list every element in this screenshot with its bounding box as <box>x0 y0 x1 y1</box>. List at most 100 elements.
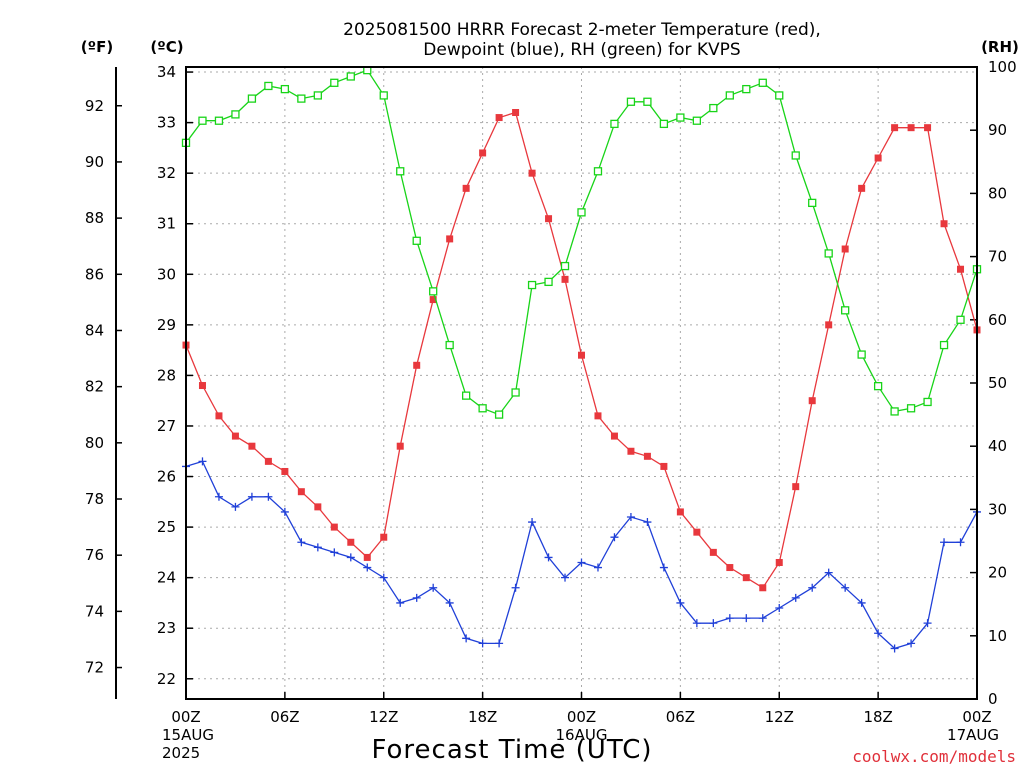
temperature-point <box>347 538 355 546</box>
rh-point <box>511 388 520 397</box>
dewpoint-point <box>791 593 800 602</box>
rh-point <box>247 94 257 103</box>
dewpoint-point <box>758 614 767 623</box>
temperature-point <box>726 564 734 572</box>
dewpoint-point <box>264 492 273 501</box>
dewpoint-point <box>528 518 537 527</box>
dewpoint-point <box>593 563 602 572</box>
rh-tick-label: 90 <box>988 121 1007 139</box>
rh-tick-label: 50 <box>988 374 1007 392</box>
x-tick-label: 06Z <box>666 708 695 726</box>
rh-point <box>676 113 685 122</box>
x-axis-label: Forecast Time (UTC) <box>371 735 652 765</box>
temperature-point <box>396 442 404 450</box>
temperature-point <box>808 397 816 405</box>
fahrenheit-tick-label: 82 <box>85 378 104 396</box>
x-tick-label: 2025 <box>162 744 200 762</box>
chart-title-line-1: 2025081500 HRRR Forecast 2-meter Tempera… <box>343 20 821 40</box>
dewpoint-point <box>841 583 850 592</box>
rh-point <box>379 91 388 100</box>
fahrenheit-tick-label: 76 <box>85 546 104 564</box>
rh-point <box>461 391 471 400</box>
temperature-point <box>825 321 833 329</box>
x-tick-label: 18Z <box>863 708 892 726</box>
chart-title-line-2: Dewpoint (blue), RH (green) for KVPS <box>423 40 740 60</box>
temperature-point <box>231 432 239 440</box>
dewpoint-point <box>923 619 932 628</box>
rh-point <box>923 397 932 407</box>
temperature-point <box>627 447 635 455</box>
fahrenheit-tick-label: 78 <box>85 490 104 508</box>
temperature-point <box>759 584 767 592</box>
dewpoint-point <box>280 507 289 516</box>
temperature-point <box>924 124 932 132</box>
rh-point <box>346 72 355 81</box>
temperature-point <box>841 245 849 253</box>
x-tick-label: 12Z <box>765 708 794 726</box>
dewpoint-point <box>247 492 256 501</box>
dewpoint-point <box>495 639 504 648</box>
x-tick-label: 18Z <box>468 708 497 726</box>
rh-axis: 0 10 20 30 40 50 60 70 80 90 100 <box>970 58 1017 708</box>
dewpoint-point <box>725 614 734 623</box>
rh-point <box>692 116 702 125</box>
temperature-point <box>495 114 503 122</box>
fahrenheit-tick-label: 90 <box>85 153 104 171</box>
rh-point <box>742 84 751 94</box>
dewpoint-point <box>429 583 438 592</box>
rh-point <box>857 350 866 359</box>
dewpoint-point <box>198 457 207 466</box>
temperature-point <box>643 452 651 460</box>
rh-point <box>231 110 240 119</box>
rh-point <box>841 306 850 315</box>
fahrenheit-tick-label: 86 <box>85 265 104 283</box>
dewpoint-point <box>874 629 883 638</box>
x-tick-label: 16AUG <box>556 726 608 744</box>
dewpoint-point <box>808 583 817 592</box>
celsius-tick-label: 24 <box>157 569 176 587</box>
celsius-tick-label: 30 <box>157 265 176 283</box>
temperature-point <box>429 296 437 304</box>
dewpoint-point <box>363 563 372 572</box>
rh-point <box>297 94 306 103</box>
dewpoint-point <box>412 593 421 602</box>
celsius-tick-label: 31 <box>157 215 176 233</box>
temperature-point <box>215 412 223 420</box>
temperature-point <box>446 235 454 243</box>
dewpoint-point <box>544 553 553 562</box>
dewpoint-point <box>907 639 916 648</box>
fahrenheit-axis: 72 74 76 78 80 82 84 86 88 90 92 <box>85 67 122 699</box>
fahrenheit-tick-label: 74 <box>85 602 104 620</box>
rh-point <box>906 404 916 413</box>
dewpoint-point <box>445 598 454 607</box>
temperature-point <box>742 574 750 582</box>
temperature-point <box>330 523 338 531</box>
x-tick-label: 15AUG <box>162 726 214 744</box>
dewpoint-point <box>659 563 668 572</box>
rh-point <box>775 91 784 100</box>
dewpoint-point <box>742 614 751 623</box>
temperature-point <box>314 503 322 511</box>
rh-point <box>264 81 273 91</box>
rh-tick-label: 100 <box>988 58 1017 76</box>
temperature-point <box>198 382 206 390</box>
dewpoint-point <box>561 573 570 582</box>
rh-point <box>939 340 949 350</box>
rh-point <box>725 91 734 100</box>
x-tick-label: 06Z <box>270 708 299 726</box>
dewpoint-point <box>297 538 306 547</box>
temperature-point <box>775 558 783 566</box>
x-tick-label: 12Z <box>369 708 398 726</box>
rh-tick-label: 70 <box>988 248 1007 266</box>
fahrenheit-axis-unit: (ºF) <box>81 38 113 56</box>
dewpoint-point <box>330 548 339 557</box>
dewpoint-point <box>214 492 223 501</box>
rh-tick-label: 40 <box>988 437 1007 455</box>
dewpoint-point <box>462 634 471 643</box>
series-layer <box>181 66 982 653</box>
celsius-tick-label: 28 <box>157 366 176 384</box>
temperature-point <box>907 124 915 132</box>
temperature-point <box>281 467 289 475</box>
